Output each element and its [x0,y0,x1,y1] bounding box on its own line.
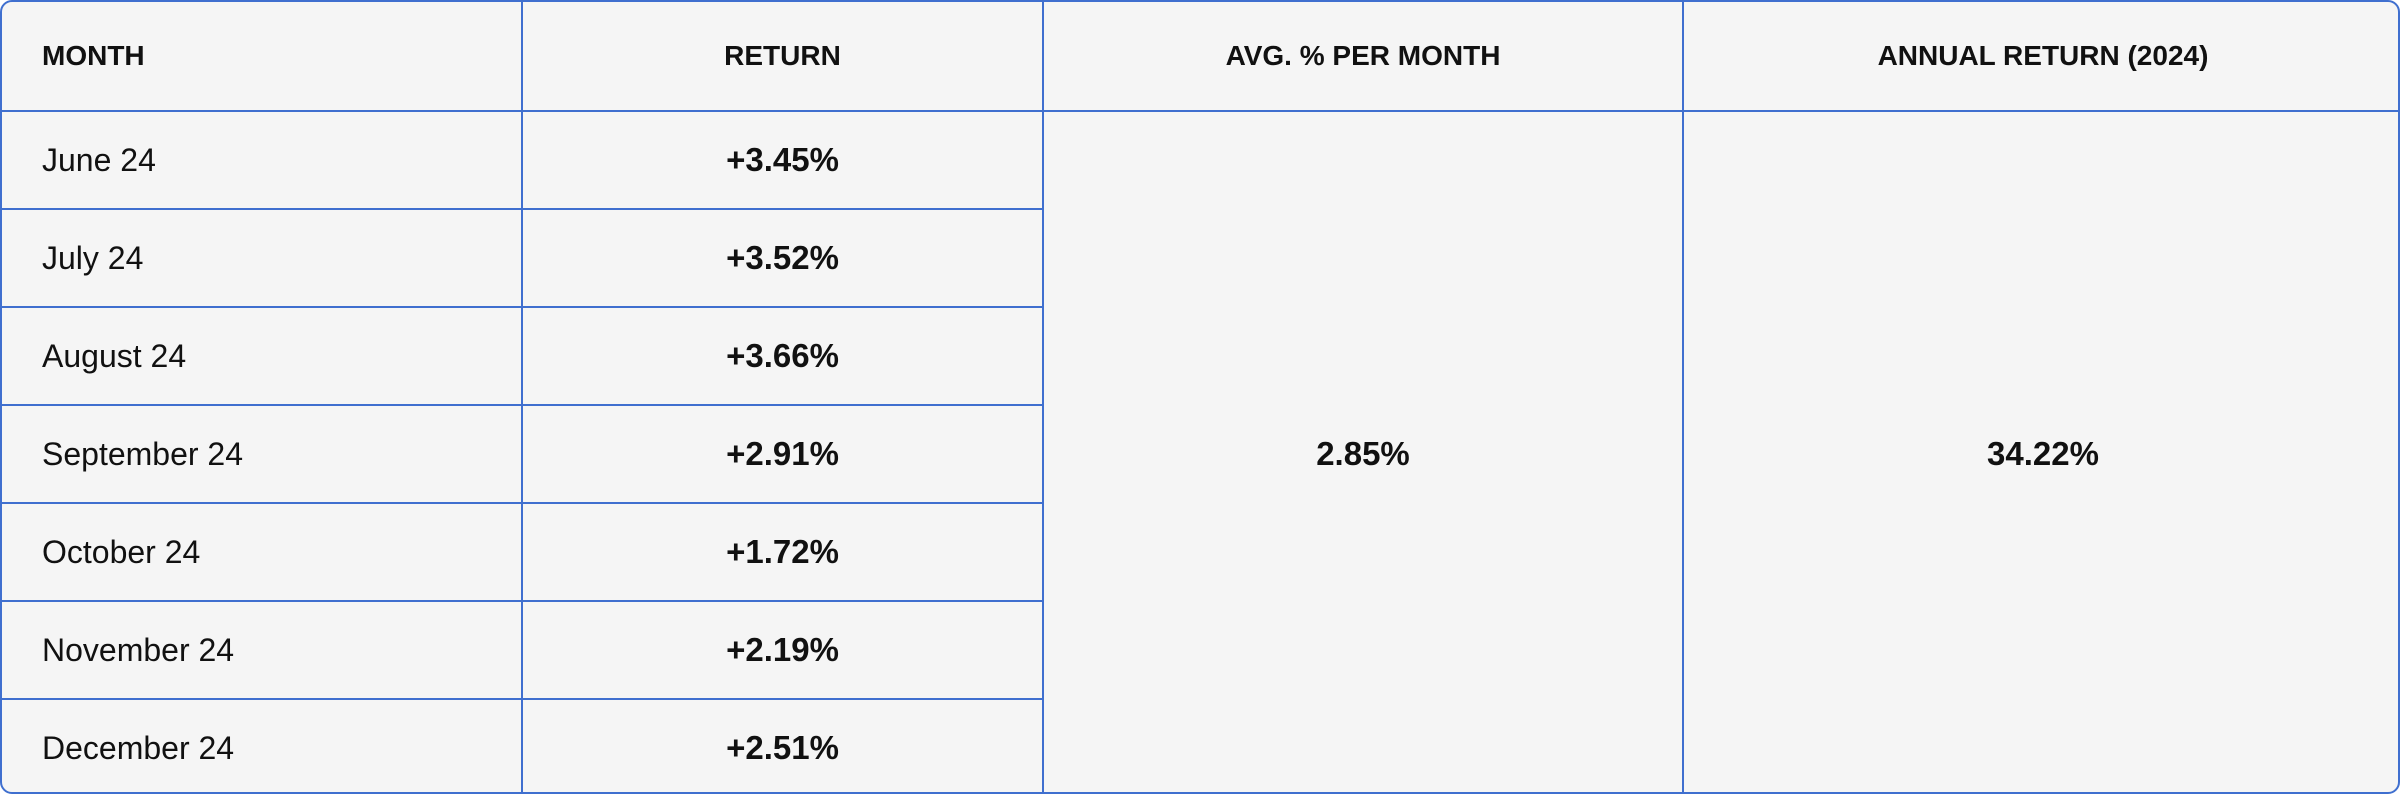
header-cell: MONTH [2,2,523,112]
return-cell: +3.45% [521,111,1044,210]
month-cell: October 24 [2,502,523,602]
table-row: September 24 +2.91% [2,404,2398,504]
header-cell: ANNUAL RETURN (2024) [1682,2,2398,112]
return-cell: +1.72% [521,502,1043,602]
return-cell: +3.66% [521,306,1043,406]
table-row: December 24 +2.51% [2,698,2398,792]
month-cell: November 24 [2,600,523,700]
month-cell: August 24 [2,306,523,406]
table-row: November 24 +2.19% [2,600,2398,700]
table-body: June 24 +3.45% 2.85% 34.22% July 24 +3.52% Aug… [2,111,2398,792]
month-cell: September 24 [2,404,523,504]
table-row: August 24 +3.66% [2,306,2398,406]
month-cell: December 24 [2,698,523,792]
table-row: October 24 +1.72% [2,502,2398,602]
return-cell: +2.19% [521,600,1043,700]
return-cell: +3.52% [521,208,1043,308]
table-row: June 24 +3.45% 2.85% 34.22% [2,111,2398,792]
header-cell: AVG. % PER MONTH [1042,2,1684,112]
return-cell: +2.91% [521,404,1043,504]
header-cell: RETURN [521,2,1044,112]
annual-cell: 34.22% [1682,111,2398,792]
header-row: MONTH RETURN AVG. % PER MONTH ANNUAL RET… [2,2,2398,112]
month-cell: July 24 [2,208,523,308]
month-cell: June 24 [2,111,523,210]
table-row: July 24 +3.52% [2,208,2398,308]
return-cell: +2.51% [521,698,1043,792]
avg-cell: 2.85% [1042,111,1684,792]
